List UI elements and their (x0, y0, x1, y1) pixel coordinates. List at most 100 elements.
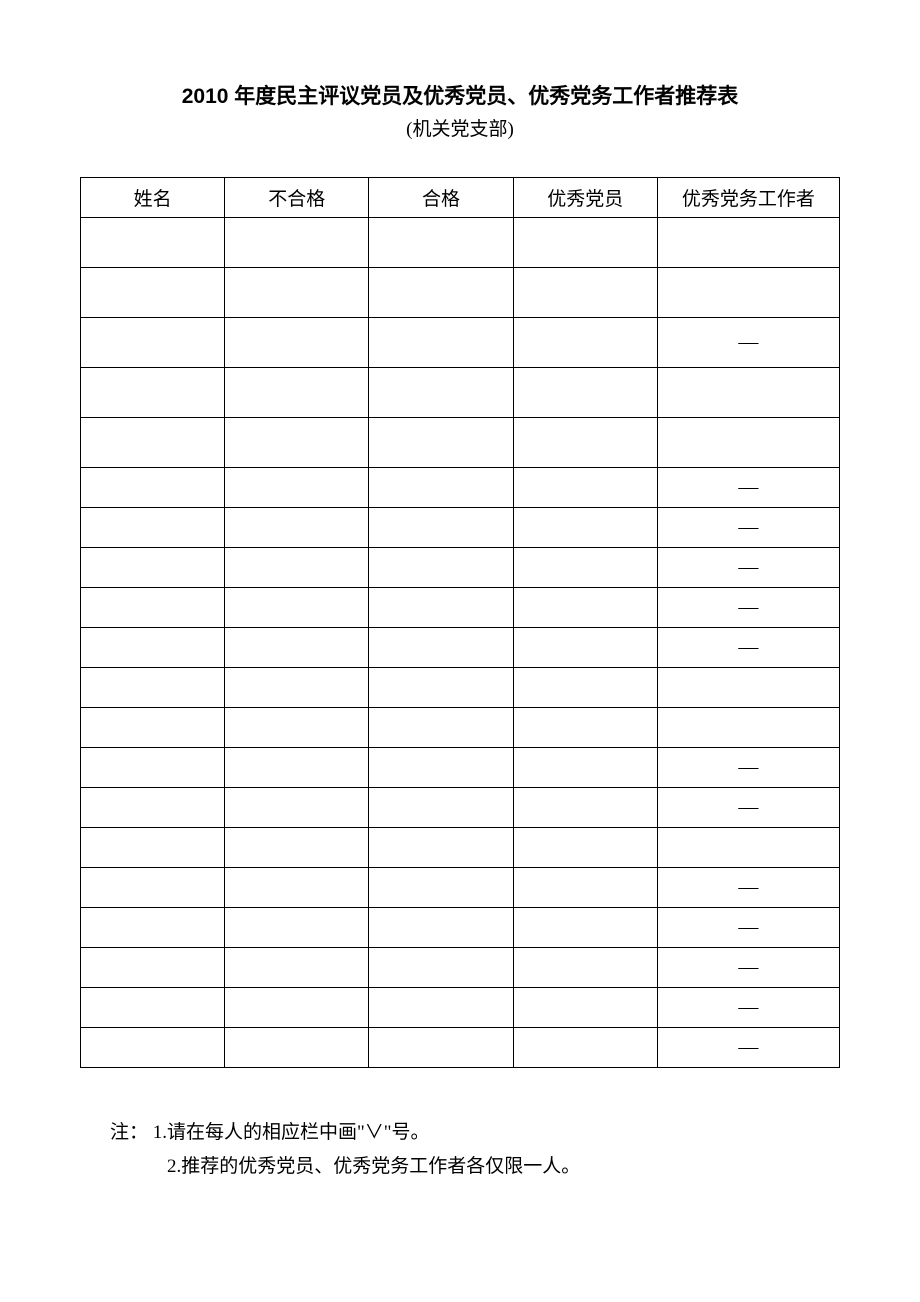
table-cell (225, 468, 369, 508)
not-applicable-dash: — (738, 916, 758, 938)
notes-section: 注： 1.请在每人的相应栏中画"∨"号。 2.推荐的优秀党员、优秀党务工作者各仅… (80, 1116, 840, 1184)
table-row (81, 708, 840, 748)
table-cell (225, 548, 369, 588)
not-applicable-dash: — (738, 516, 758, 538)
table-cell (225, 748, 369, 788)
not-applicable-dash: — (738, 636, 758, 658)
not-applicable-dash: — (738, 876, 758, 898)
table-row (81, 368, 840, 418)
table-row: — (81, 1028, 840, 1068)
not-applicable-dash: — (738, 796, 758, 818)
table-cell (513, 828, 657, 868)
table-cell (225, 868, 369, 908)
table-cell: — (657, 548, 839, 588)
table-cell (369, 868, 513, 908)
table-cell (225, 828, 369, 868)
table-row (81, 418, 840, 468)
table-cell (81, 588, 225, 628)
table-row: — (81, 788, 840, 828)
document-subtitle: (机关党支部) (80, 114, 840, 141)
table-cell (81, 628, 225, 668)
table-cell (81, 468, 225, 508)
table-cell (513, 708, 657, 748)
table-cell (513, 268, 657, 318)
table-cell (225, 948, 369, 988)
table-cell (657, 668, 839, 708)
table-row (81, 268, 840, 318)
table-cell (513, 508, 657, 548)
table-cell: — (657, 508, 839, 548)
table-cell (225, 318, 369, 368)
table-cell (513, 218, 657, 268)
table-cell (225, 268, 369, 318)
table-cell (513, 548, 657, 588)
table-row: — (81, 948, 840, 988)
table-cell (369, 468, 513, 508)
column-header-pass: 合格 (369, 178, 513, 218)
note-line-1: 注： 1.请在每人的相应栏中画"∨"号。 (110, 1116, 840, 1150)
table-cell (369, 318, 513, 368)
table-cell (225, 668, 369, 708)
table-cell: — (657, 1028, 839, 1068)
table-header-row: 姓名 不合格 合格 优秀党员 优秀党务工作者 (81, 178, 840, 218)
table-cell: — (657, 788, 839, 828)
table-cell (369, 268, 513, 318)
table-cell (369, 418, 513, 468)
table-row: — (81, 588, 840, 628)
table-cell (225, 788, 369, 828)
table-cell (369, 368, 513, 418)
column-header-excellent-worker: 优秀党务工作者 (657, 178, 839, 218)
table-cell (369, 1028, 513, 1068)
table-row: — (81, 468, 840, 508)
table-cell (513, 668, 657, 708)
table-cell (369, 508, 513, 548)
table-cell: — (657, 908, 839, 948)
table-cell (81, 988, 225, 1028)
table-cell (81, 548, 225, 588)
table-cell (81, 218, 225, 268)
table-cell (81, 788, 225, 828)
table-row: — (81, 318, 840, 368)
table-cell (369, 828, 513, 868)
table-cell (657, 418, 839, 468)
not-applicable-dash: — (738, 956, 758, 978)
table-cell (81, 908, 225, 948)
column-header-excellent-member: 优秀党员 (513, 178, 657, 218)
table-cell (81, 418, 225, 468)
not-applicable-dash: — (738, 331, 758, 353)
table-cell: — (657, 748, 839, 788)
table-cell (657, 218, 839, 268)
table-cell (225, 708, 369, 748)
table-cell (513, 418, 657, 468)
table-cell (369, 628, 513, 668)
table-cell (369, 908, 513, 948)
table-cell (81, 1028, 225, 1068)
table-cell (81, 668, 225, 708)
table-cell (369, 668, 513, 708)
not-applicable-dash: — (738, 476, 758, 498)
not-applicable-dash: — (738, 1036, 758, 1058)
note-line-2: 2.推荐的优秀党员、优秀党务工作者各仅限一人。 (110, 1150, 840, 1184)
not-applicable-dash: — (738, 596, 758, 618)
table-cell (225, 368, 369, 418)
table-cell (81, 508, 225, 548)
table-cell (369, 588, 513, 628)
table-cell (225, 588, 369, 628)
table-cell (81, 868, 225, 908)
table-cell (513, 588, 657, 628)
table-cell (513, 908, 657, 948)
table-cell (657, 828, 839, 868)
table-cell (513, 948, 657, 988)
table-row: — (81, 628, 840, 668)
table-cell (513, 988, 657, 1028)
table-cell (513, 788, 657, 828)
table-cell (369, 788, 513, 828)
table-row: — (81, 988, 840, 1028)
evaluation-table: 姓名 不合格 合格 优秀党员 优秀党务工作者 — — — — — — — — — — — — — (80, 177, 840, 1068)
table-cell (657, 268, 839, 318)
not-applicable-dash: — (738, 756, 758, 778)
column-header-fail: 不合格 (225, 178, 369, 218)
table-cell (369, 748, 513, 788)
table-cell (369, 548, 513, 588)
table-cell (81, 318, 225, 368)
